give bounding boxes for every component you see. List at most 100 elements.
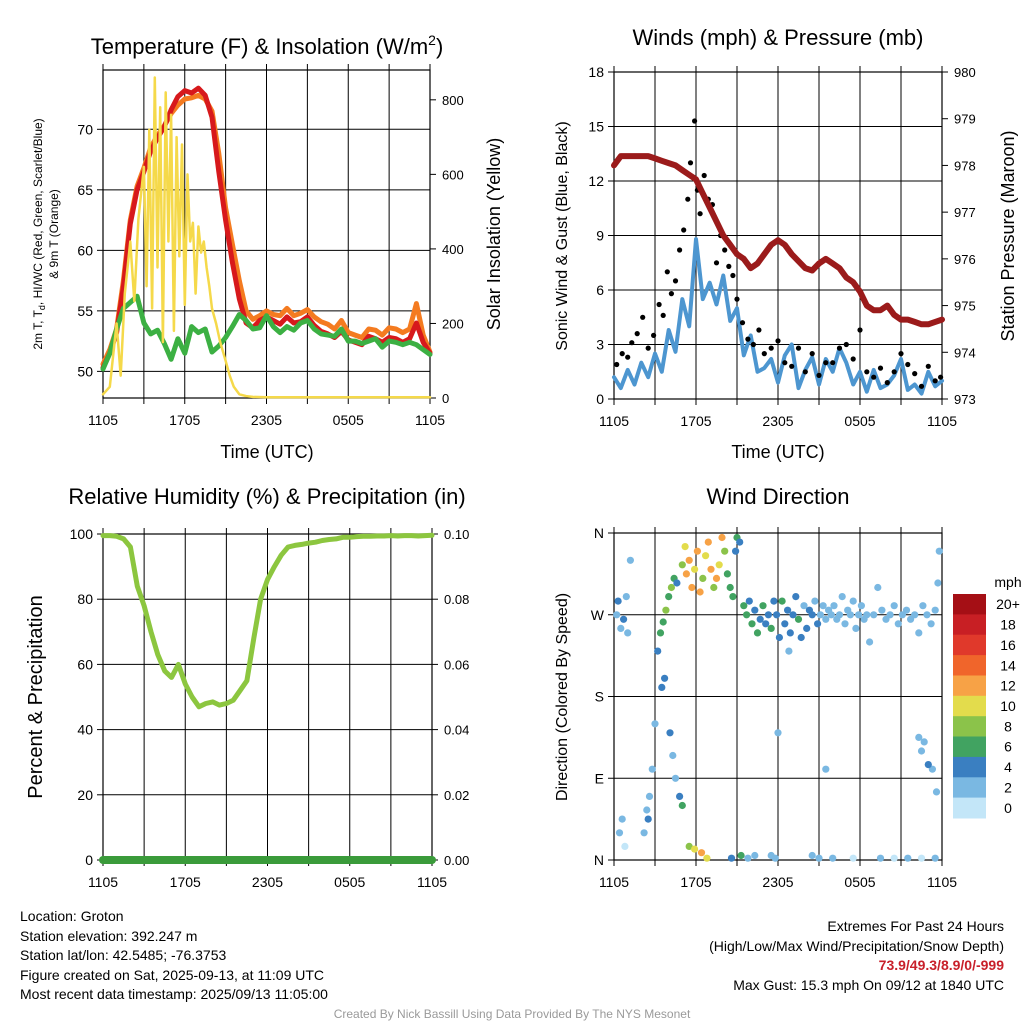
y-tick-label: 40 [77, 722, 93, 738]
winds-panel: 0 3 6 9 12 15 18 973 974 975 976 977 978 979 980 1105 17… [554, 25, 1018, 462]
wind-direction-point [756, 615, 764, 623]
wind-direction-point [712, 574, 721, 583]
chart-title: Winds (mph) & Pressure (mb) [633, 25, 924, 50]
chart-title-main: Temperature (F) & Insolation (W/m [91, 34, 428, 59]
gust-point [656, 301, 662, 308]
location-text: Location: Groton [20, 908, 124, 924]
wind-direction-point [671, 774, 680, 782]
gust-point [713, 260, 720, 266]
gust-point [640, 314, 646, 320]
y-tick-label: W [591, 607, 605, 623]
y2-tick-label: 200 [442, 316, 464, 331]
wind-direction-point [745, 597, 753, 605]
gust-point [802, 369, 808, 375]
y-tick-label: 60 [77, 242, 93, 258]
wind-direction-point [688, 583, 696, 592]
wind-direction-point [640, 829, 648, 837]
wind-direction-point [613, 611, 621, 619]
wind-direction-point [622, 593, 630, 601]
gust-point [614, 361, 620, 368]
x-tick-label: 2305 [762, 413, 793, 429]
wind-direction-point [849, 597, 857, 605]
y-tick-label: 60 [77, 656, 93, 672]
wind-direction-point [814, 620, 822, 628]
gust-point [905, 361, 911, 368]
y-tick-label: 70 [77, 121, 93, 137]
gust-point [823, 360, 829, 366]
gust-point [692, 118, 698, 124]
gust-point [739, 320, 746, 326]
gust-point [782, 360, 788, 366]
y2-axis-label: Solar Insolation (Yellow) [484, 138, 504, 330]
x-tick-label: 1105 [927, 874, 957, 890]
wind-direction-point [665, 593, 673, 601]
wind-direction-point [803, 624, 811, 633]
y2-tick-label: 0.02 [444, 788, 469, 803]
wind-direction-point [822, 615, 830, 623]
gust-point [634, 331, 640, 337]
x-axis-label: Time (UTC) [731, 442, 824, 462]
wind-direction-point [651, 720, 659, 728]
x-tick-label: 1705 [169, 412, 200, 428]
gust-point [681, 227, 687, 233]
wind-direction-point [781, 620, 789, 628]
gust-point [745, 336, 751, 342]
created-text: Figure created on Sat, 2025-09-13, at 11… [20, 966, 325, 983]
wind-direction-point [866, 638, 874, 646]
wind-direction-point [928, 765, 937, 773]
wind-direction-point [666, 729, 674, 737]
gust-point [775, 338, 781, 344]
wind-direction-point [614, 597, 622, 605]
colorbar-label: 10 [1000, 698, 1016, 714]
series-dewpoint [100, 293, 433, 372]
y-tick-label: 20 [77, 787, 93, 803]
wind-direction-point [753, 629, 762, 637]
wind-direction-point [691, 845, 699, 853]
x-tick-label: 1105 [88, 874, 118, 890]
gust-point [843, 341, 849, 348]
x-tick-label: 1105 [417, 874, 447, 890]
gust-point [697, 211, 703, 217]
colorbar-swatch [953, 675, 986, 697]
wind-direction-point [923, 611, 931, 619]
x-tick-label: 1105 [88, 412, 118, 428]
wind-direction-point [874, 583, 882, 592]
wind-direction-point [691, 565, 699, 573]
wind-direction-point [815, 854, 823, 862]
chart-title: Wind Direction [706, 484, 849, 509]
wind-direction-point [915, 629, 923, 637]
wind-direction-point [789, 611, 797, 619]
wind-direction-point [852, 624, 860, 633]
wind-direction-point [729, 593, 737, 601]
y-tick-label: 55 [77, 303, 93, 319]
y-tick-label: E [595, 770, 604, 786]
y-tick-label: 80 [77, 591, 93, 607]
gust-point [677, 247, 683, 253]
wind-direction-point [736, 538, 744, 546]
colorbar-label: 18 [1000, 617, 1016, 633]
gust-point [756, 327, 762, 333]
colorbar-label: 12 [1000, 678, 1016, 694]
gust-point [836, 345, 843, 351]
x-tick-label: 1705 [680, 874, 711, 890]
y-tick-label: N [594, 525, 604, 541]
wind-direction-point [707, 565, 715, 573]
x-tick-label: 1105 [415, 412, 445, 428]
y-axis-label-line2: & 9m T (Orange) [47, 189, 61, 279]
gust-point [668, 291, 675, 297]
colorbar-label: 4 [1004, 759, 1012, 775]
gust-point [809, 351, 815, 357]
y2-tick-label: 800 [442, 93, 464, 108]
gust-point [726, 263, 732, 269]
wind-direction-point [661, 674, 669, 682]
wind-direction-point [618, 815, 626, 823]
wind-direction-point [718, 533, 726, 542]
chart-title-end: ) [436, 34, 443, 59]
wind-direction-point [846, 611, 855, 619]
gust-point [730, 272, 736, 279]
x-tick-label: 0505 [334, 874, 365, 890]
wind-direction-point [915, 733, 923, 742]
wind-direction-point [863, 611, 871, 619]
gust-point [664, 269, 670, 275]
colorbar-swatch [953, 716, 986, 738]
